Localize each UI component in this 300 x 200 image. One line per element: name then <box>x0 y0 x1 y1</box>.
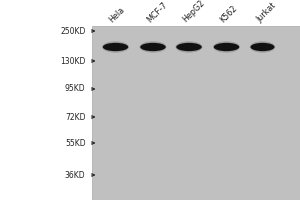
Text: 55KD: 55KD <box>65 138 85 148</box>
Bar <box>92 26 300 200</box>
Ellipse shape <box>176 43 202 51</box>
Text: Jurkat: Jurkat <box>255 1 278 24</box>
Text: 72KD: 72KD <box>65 112 85 121</box>
Ellipse shape <box>250 43 274 51</box>
Ellipse shape <box>103 43 128 51</box>
Ellipse shape <box>102 41 129 53</box>
Ellipse shape <box>176 41 203 53</box>
Ellipse shape <box>140 43 166 51</box>
Text: 250KD: 250KD <box>60 26 85 36</box>
Text: 95KD: 95KD <box>65 84 85 93</box>
Ellipse shape <box>140 41 166 53</box>
Text: 36KD: 36KD <box>65 170 85 180</box>
Text: HepG2: HepG2 <box>181 0 207 24</box>
Ellipse shape <box>213 41 240 53</box>
Text: K562: K562 <box>219 3 239 24</box>
Ellipse shape <box>250 41 275 53</box>
Text: Hela: Hela <box>108 5 127 24</box>
Text: 130KD: 130KD <box>60 56 85 66</box>
Ellipse shape <box>214 43 239 51</box>
Text: MCF-7: MCF-7 <box>145 0 169 24</box>
